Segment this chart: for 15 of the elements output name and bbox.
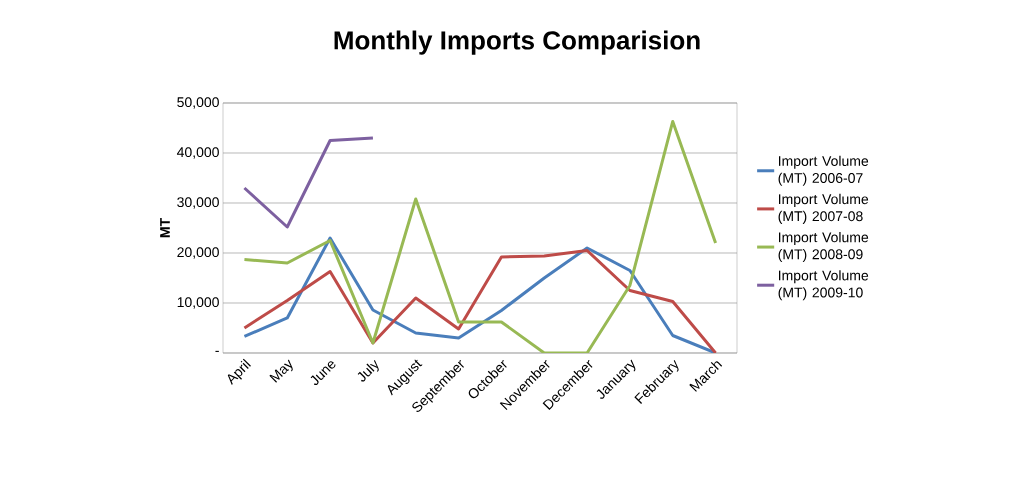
y-axis-title: MT xyxy=(160,218,170,238)
legend-label: Import Volume (MT) 2006-07 xyxy=(778,155,869,186)
legend-label: Import Volume (MT) 2009-10 xyxy=(778,270,869,301)
y-tick-label: 20,000 xyxy=(177,247,219,259)
x-tick-label: July xyxy=(357,359,379,382)
y-tick-label: - xyxy=(215,350,219,352)
legend-label: Import Volume (MT) 2007-08 xyxy=(778,193,869,224)
chart-title: Monthly Imports Comparision xyxy=(334,30,700,55)
line-series xyxy=(242,136,375,229)
y-tick-label: 50,000 xyxy=(177,97,219,109)
y-tick-label: 10,000 xyxy=(177,297,219,309)
y-tick-label: 30,000 xyxy=(177,197,219,209)
y-tick-label: 40,000 xyxy=(176,147,219,159)
line-series xyxy=(242,119,718,353)
legend-label: Import Volume (MT) 2008-09 xyxy=(778,231,869,263)
